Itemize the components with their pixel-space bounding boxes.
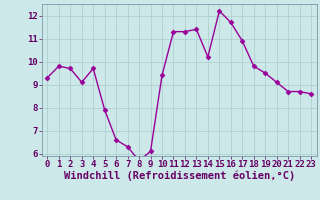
X-axis label: Windchill (Refroidissement éolien,°C): Windchill (Refroidissement éolien,°C) xyxy=(64,171,295,181)
